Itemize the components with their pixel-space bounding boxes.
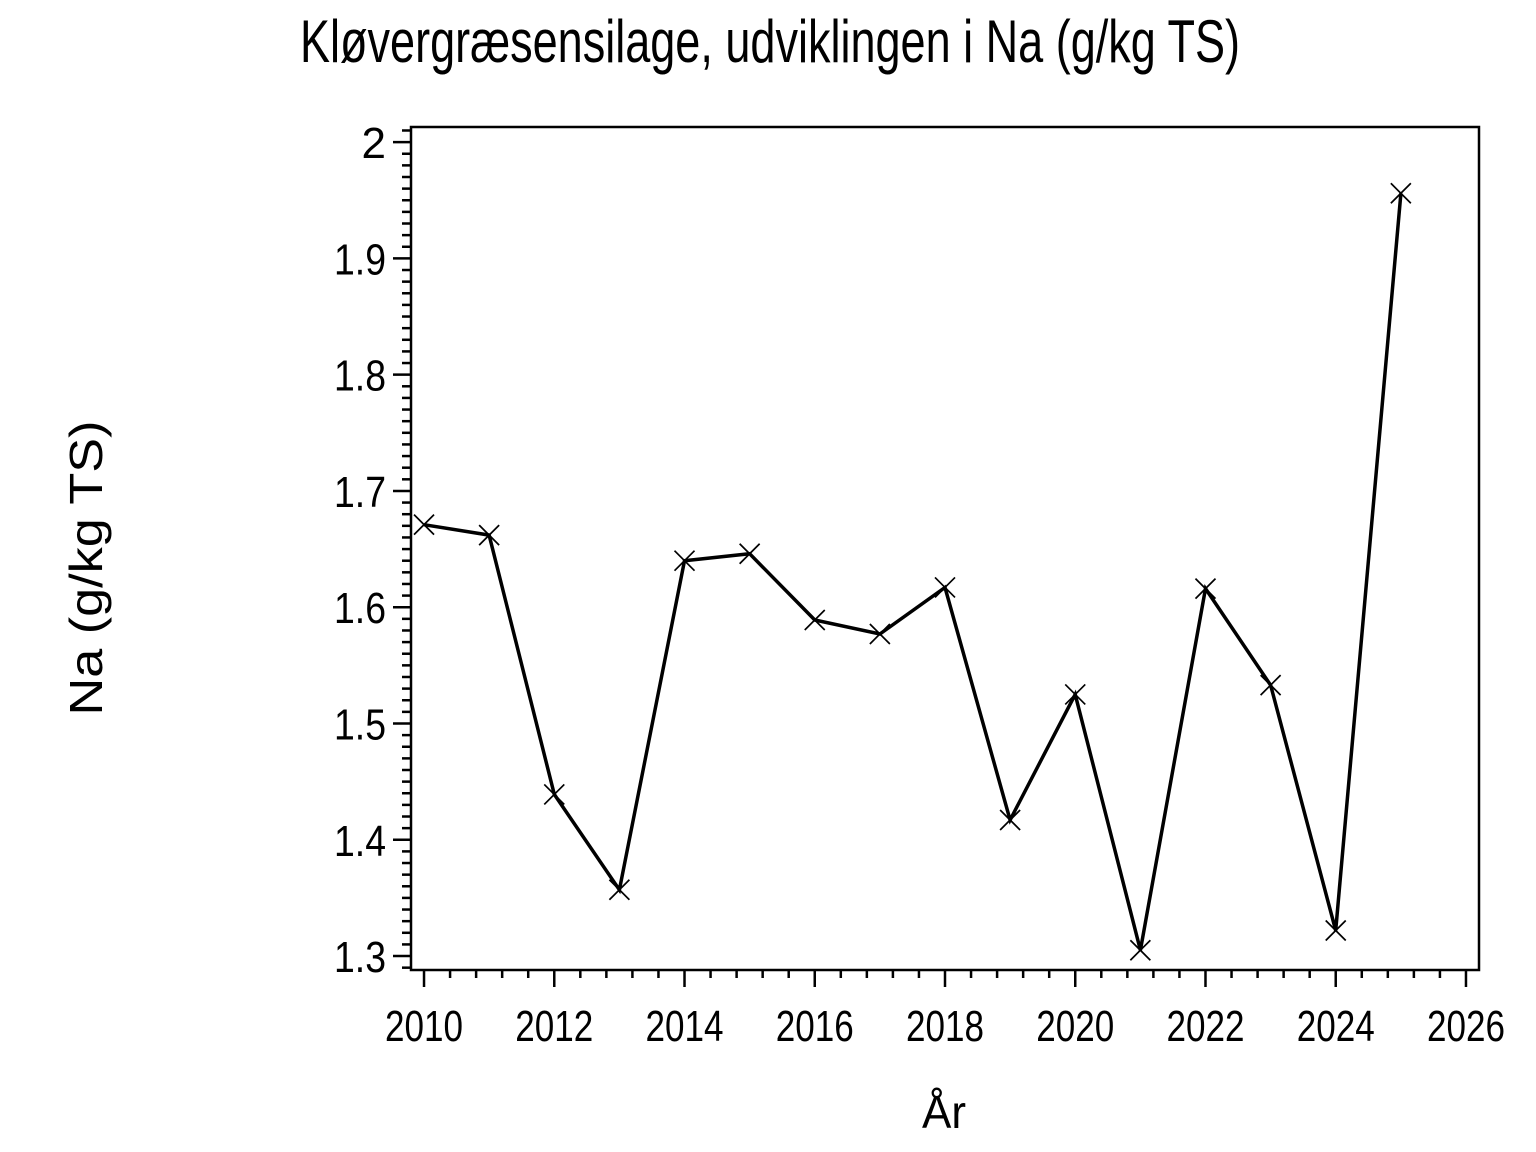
chart-title: Kløvergræsensilage, udviklingen i Na (g/…	[300, 8, 1240, 75]
y-tick-label: 1.8	[334, 352, 386, 401]
data-point-marker	[1129, 939, 1151, 961]
x-tick-label: 2014	[646, 1002, 724, 1051]
x-tick-label: 2022	[1166, 1002, 1244, 1051]
x-marker-stroke	[804, 609, 826, 631]
data-point-marker	[1325, 919, 1347, 942]
x-marker-stroke	[999, 809, 1021, 831]
data-point-marker	[413, 514, 435, 536]
data-point-marker	[934, 576, 956, 599]
x-tick-label: 2024	[1297, 1002, 1375, 1051]
data-point-marker	[804, 609, 826, 631]
x-marker-stroke	[1194, 578, 1217, 600]
x-marker-stroke	[1064, 683, 1086, 706]
y-tick-label: 1.7	[334, 468, 386, 517]
data-point-marker	[869, 623, 891, 645]
y-tick-label: 2	[362, 119, 386, 168]
x-tick-label: 2012	[515, 1002, 593, 1051]
data-point-marker	[673, 550, 696, 572]
data-point-marker	[608, 879, 630, 901]
x-marker-stroke	[608, 879, 630, 901]
x-marker-stroke	[1390, 182, 1412, 204]
x-marker-stroke	[1129, 939, 1151, 961]
data-point-marker	[1064, 683, 1086, 706]
x-marker-stroke	[1325, 919, 1347, 942]
x-marker-stroke	[739, 543, 761, 565]
x-marker-stroke	[673, 550, 696, 572]
x-marker-stroke	[413, 514, 435, 536]
x-tick-label: 2010	[385, 1002, 463, 1051]
data-point-marker	[543, 783, 565, 806]
y-tick-label: 1.9	[334, 235, 386, 284]
y-tick-label: 1.3	[334, 933, 386, 982]
plot-frame	[409, 125, 1481, 972]
data-point-marker	[478, 524, 500, 546]
x-marker-stroke	[1260, 674, 1282, 696]
data-series-line	[423, 193, 1403, 951]
data-point-marker	[1390, 182, 1412, 204]
data-point-marker	[1260, 674, 1282, 696]
data-point-marker	[999, 809, 1021, 831]
data-point-marker	[1194, 578, 1217, 600]
x-tick-label: 2020	[1036, 1002, 1114, 1051]
x-marker-stroke	[543, 783, 565, 806]
x-tick-label: 2016	[776, 1002, 854, 1051]
x-tick-label: 2026	[1427, 1002, 1505, 1051]
x-marker-stroke	[478, 524, 500, 546]
y-axis-title: Na (g/kg TS)	[60, 421, 112, 716]
y-tick-label: 1.6	[334, 584, 386, 633]
x-marker-stroke	[869, 623, 891, 645]
y-tick-label: 1.4	[334, 817, 386, 866]
x-marker-stroke	[934, 576, 956, 599]
x-tick-label: 2018	[906, 1002, 984, 1051]
y-tick-label: 1.5	[334, 700, 386, 749]
data-point-marker	[739, 543, 761, 565]
x-axis-title: År	[922, 1086, 966, 1138]
